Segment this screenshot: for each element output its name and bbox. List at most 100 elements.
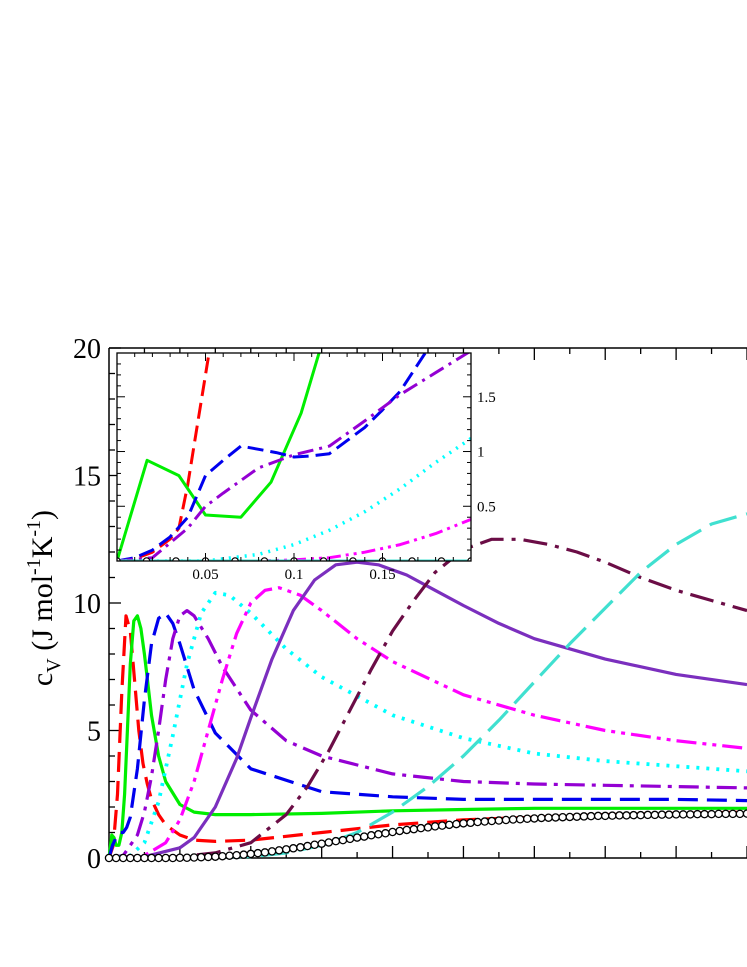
main-data-point — [636, 810, 645, 820]
main-data-point — [551, 813, 560, 822]
y-tick-label: 5 — [87, 717, 101, 748]
main-data-point — [650, 810, 660, 820]
main-data-point — [437, 821, 447, 830]
main-data-point — [664, 810, 674, 819]
main-series-line-8 — [108, 537, 747, 860]
main-series-line-2 — [107, 614, 747, 859]
main-data-point — [395, 826, 404, 836]
main-data-point — [225, 851, 234, 860]
main-data-point — [721, 809, 730, 819]
main-data-point — [296, 843, 305, 852]
inset-plot-frame: 0.05 0.1 0.15 0.5 1 1.5 — [116, 352, 496, 583]
main-data-point — [735, 809, 745, 819]
main-data-point — [416, 823, 426, 833]
main-data-point — [388, 827, 397, 837]
main-data-point — [140, 853, 149, 863]
main-data-point — [175, 853, 185, 862]
inset-x-tick-label: 0.1 — [285, 567, 304, 583]
main-data-point — [558, 812, 567, 822]
main-data-point — [253, 848, 263, 858]
main-data-point — [622, 811, 631, 820]
inset-y-tick-label: 1.5 — [477, 390, 496, 406]
main-data-point — [317, 839, 326, 848]
main-series-group — [104, 512, 747, 863]
main-data-point — [452, 819, 461, 829]
main-data-point — [657, 810, 667, 819]
main-data-point — [274, 846, 284, 855]
main-data-point — [203, 852, 213, 862]
main-data-point — [700, 809, 709, 819]
main-series-line-9 — [108, 512, 747, 860]
inset-series-line-2 — [117, 353, 321, 561]
main-data-point — [168, 853, 178, 863]
main-data-point — [593, 811, 603, 821]
main-data-point — [281, 845, 291, 854]
inset-y-tick-label: 1 — [477, 445, 485, 461]
main-data-point — [445, 820, 454, 830]
main-data-point — [686, 810, 695, 819]
y-axis-label: cV (J mol-1K-1) — [23, 510, 65, 686]
main-data-point — [742, 809, 747, 818]
main-data-point — [409, 824, 419, 834]
main-data-point — [480, 817, 489, 826]
main-data-point — [374, 830, 383, 839]
main-data-point — [530, 814, 539, 823]
main-data-point — [211, 852, 220, 861]
main-marker-series — [104, 809, 747, 863]
main-data-point — [331, 836, 341, 846]
main-data-point — [608, 811, 617, 820]
main-data-point — [515, 814, 525, 824]
y-tick-label: 15 — [73, 462, 101, 493]
main-series-line-5 — [108, 590, 747, 860]
main-data-point — [714, 809, 723, 819]
main-data-point — [381, 829, 390, 838]
main-data-point — [572, 812, 582, 821]
main-data-point — [161, 853, 170, 863]
main-data-point — [218, 851, 227, 861]
main-data-point — [147, 853, 156, 863]
main-data-point — [522, 814, 532, 823]
main-data-point — [289, 844, 298, 853]
main-data-point — [118, 853, 128, 863]
main-data-point — [367, 831, 376, 840]
inset-y-tick-label: 0.5 — [477, 499, 496, 515]
main-data-point — [267, 847, 277, 856]
main-series-line-4 — [108, 609, 747, 860]
main-data-point — [508, 815, 518, 824]
main-data-point — [430, 822, 440, 831]
main-data-point — [104, 853, 114, 863]
main-data-point — [537, 813, 546, 823]
main-data-point — [565, 812, 575, 822]
main-data-point — [196, 852, 206, 862]
main-data-point — [133, 853, 142, 863]
inset-x-tick-label: 0.15 — [369, 567, 395, 583]
main-data-point — [544, 813, 553, 822]
main-data-point — [239, 850, 248, 859]
inset-series-line-3 — [117, 353, 428, 561]
main-data-point — [126, 853, 135, 863]
main-data-point — [629, 810, 638, 820]
main-series-line-7 — [108, 560, 747, 860]
main-data-point — [189, 853, 199, 862]
y-tick-label: 20 — [73, 334, 101, 365]
main-data-point — [494, 816, 504, 825]
main-data-point — [728, 809, 738, 819]
inset-series-line-5 — [117, 436, 471, 561]
main-data-point — [707, 809, 716, 819]
main-data-point — [303, 841, 312, 851]
main-data-point — [423, 823, 433, 832]
main-data-point — [154, 853, 163, 863]
main-data-point — [501, 815, 511, 825]
main-data-point — [260, 848, 270, 857]
main-data-point — [182, 853, 192, 862]
main-data-point — [600, 811, 610, 821]
inset-series-line-4 — [117, 353, 471, 561]
main-data-point — [579, 812, 589, 821]
main-data-point — [643, 810, 653, 820]
main-data-point — [246, 849, 256, 859]
main-data-point — [345, 834, 355, 844]
main-data-point — [678, 810, 688, 819]
main-data-point — [466, 818, 475, 828]
main-data-point — [402, 825, 411, 835]
